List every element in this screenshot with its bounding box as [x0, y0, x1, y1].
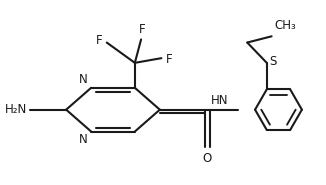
- Text: N: N: [79, 73, 87, 86]
- Text: H₂N: H₂N: [5, 103, 27, 116]
- Text: F: F: [139, 23, 146, 36]
- Text: HN: HN: [211, 94, 229, 107]
- Text: S: S: [270, 55, 277, 68]
- Text: F: F: [166, 53, 172, 66]
- Text: N: N: [79, 133, 87, 146]
- Text: O: O: [203, 152, 212, 165]
- Text: F: F: [96, 34, 102, 47]
- Text: CH₃: CH₃: [275, 19, 296, 32]
